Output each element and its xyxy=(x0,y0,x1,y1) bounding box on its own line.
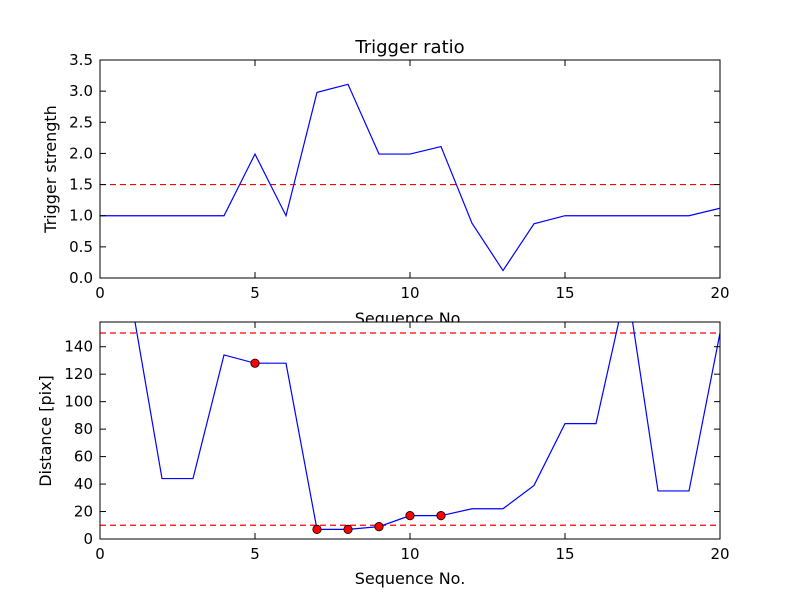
bottom-data-point-marker xyxy=(374,522,384,532)
bottom-axes-background xyxy=(100,322,720,539)
bottom-y-axis-label: Distance [pix] xyxy=(36,375,55,487)
bottom-x-tick-label: 0 xyxy=(95,545,105,563)
bottom-data-point-marker xyxy=(250,358,260,368)
bottom-data-point-marker xyxy=(312,524,322,534)
top-chart-title: Trigger ratio xyxy=(354,37,464,58)
top-x-tick-label: 10 xyxy=(400,284,419,302)
bottom-y-tick-label: 60 xyxy=(74,448,93,466)
bottom-data-point-marker xyxy=(343,524,353,534)
bottom-y-tick-label: 80 xyxy=(74,420,93,438)
top-y-tick-label: 0.0 xyxy=(69,269,93,287)
top-subplot: Trigger ratio 0 5 10 15 20 0.0 0.5 1.0 1.5 2.0 2.5… xyxy=(41,37,730,328)
bottom-ticks: 0 5 10 15 20 0 20 40 60 80 100 120 140 xyxy=(64,322,730,563)
bottom-y-tick-label: 140 xyxy=(64,338,93,356)
top-y-tick-label: 0.5 xyxy=(69,238,93,256)
top-x-tick-label: 20 xyxy=(710,284,729,302)
bottom-x-tick-label: 15 xyxy=(555,545,574,563)
bottom-x-tick-label: 10 xyxy=(400,545,419,563)
top-y-tick-label: 1.5 xyxy=(69,176,93,194)
top-y-tick-label: 1.0 xyxy=(69,207,93,225)
top-axes-frame xyxy=(99,59,721,279)
bottom-x-tick-label: 5 xyxy=(250,545,260,563)
bottom-x-axis-label: Sequence No. xyxy=(355,569,466,588)
bottom-plot-area xyxy=(100,322,720,534)
bottom-data-point-marker xyxy=(436,511,446,521)
bottom-y-tick-label: 100 xyxy=(64,393,93,411)
top-x-tick-label: 5 xyxy=(250,284,260,302)
bottom-y-tick-label: 120 xyxy=(64,365,93,383)
bottom-data-point-marker xyxy=(405,511,415,521)
top-y-axis-label: Trigger strength xyxy=(41,105,60,234)
top-plot-area xyxy=(100,83,720,272)
top-y-tick-label: 2.5 xyxy=(69,113,93,131)
top-ticks: 0 5 10 15 20 0.0 0.5 1.0 1.5 2.0 2.5 3.0 3.5 xyxy=(69,51,729,302)
bottom-y-tick-label: 0 xyxy=(83,530,93,548)
top-x-tick-label: 0 xyxy=(95,284,105,302)
bottom-y-tick-label: 40 xyxy=(74,475,93,493)
top-x-tick-label: 15 xyxy=(555,284,574,302)
top-y-tick-label: 3.5 xyxy=(69,51,93,69)
top-y-tick-label: 2.0 xyxy=(69,144,93,162)
bottom-x-tick-label: 20 xyxy=(710,545,729,563)
top-series-line-0 xyxy=(100,83,720,272)
top-y-tick-label: 3.0 xyxy=(69,82,93,100)
bottom-y-tick-label: 20 xyxy=(74,503,93,521)
